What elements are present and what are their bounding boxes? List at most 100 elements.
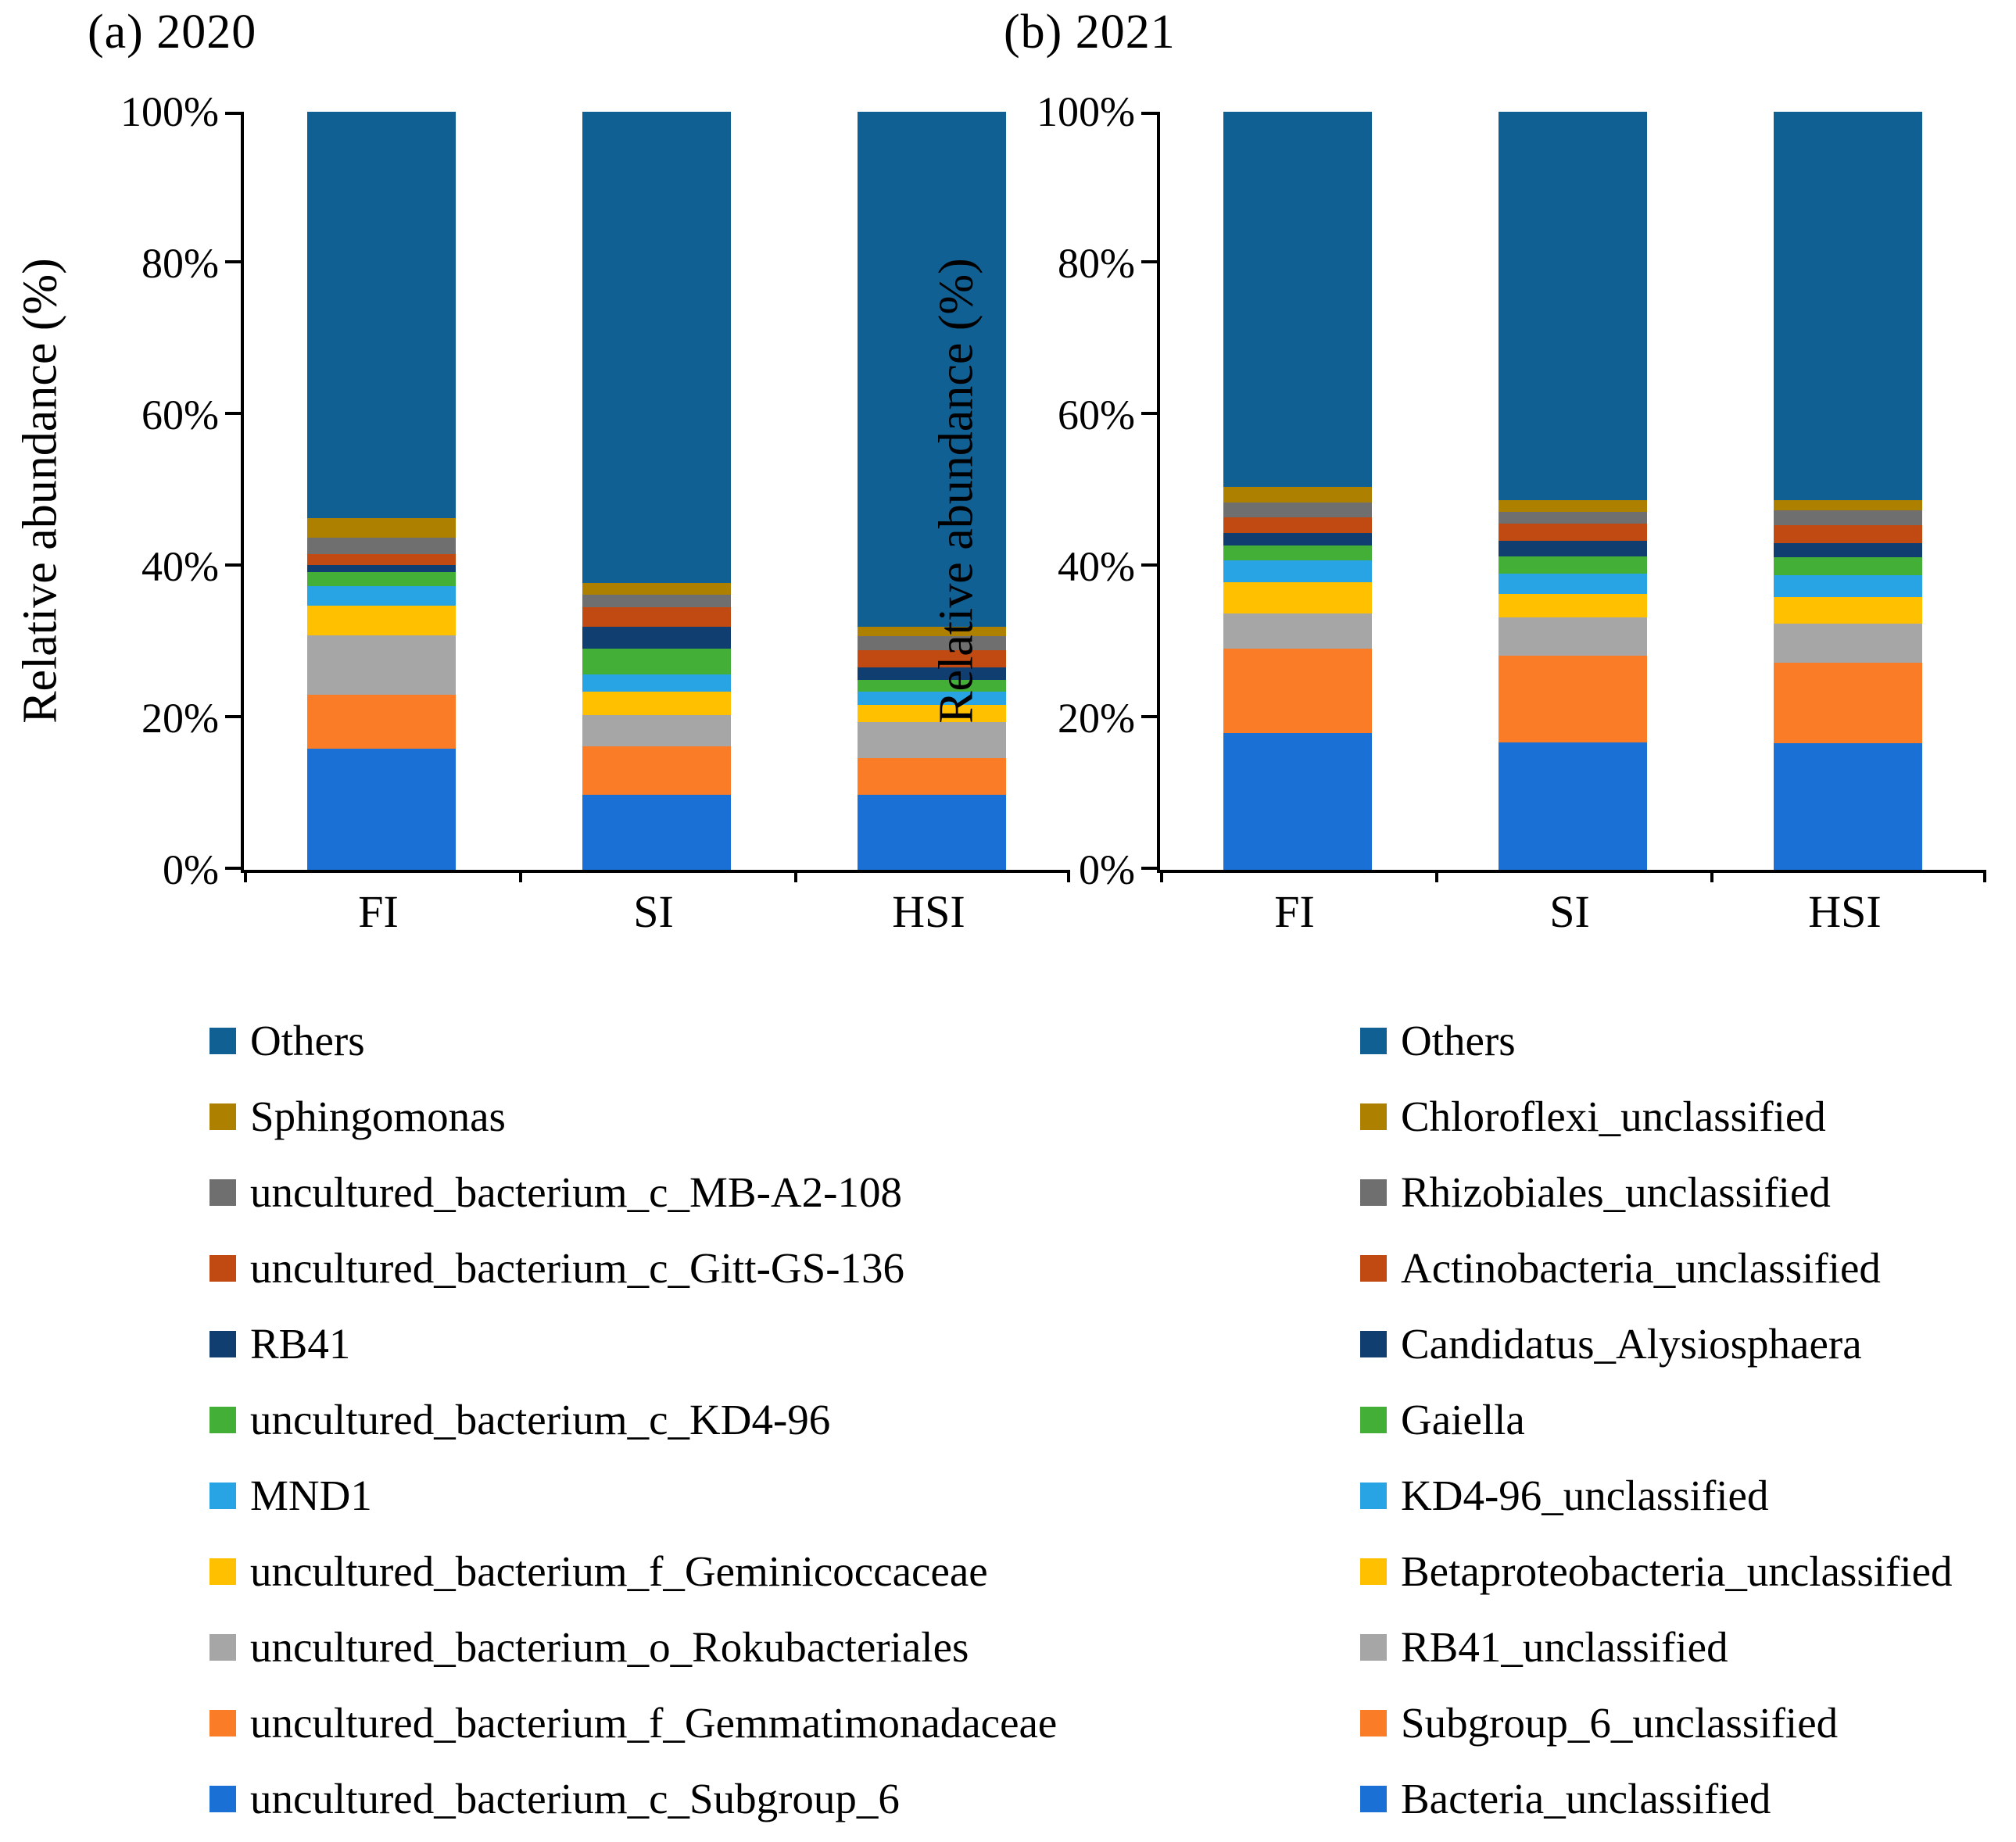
bar-segment xyxy=(1774,623,1922,663)
legend-label: uncultured_bacterium_o_Rokubacteriales xyxy=(250,1623,969,1671)
legend-label: Actinobacteria_unclassified xyxy=(1401,1244,1881,1292)
bar-segment xyxy=(1223,487,1372,503)
legend-swatch xyxy=(209,1330,236,1357)
bar-segment xyxy=(858,679,1006,692)
legend-item: Candidatus_Alysiosphaera xyxy=(1360,1306,1953,1382)
y-tick-label: 100% xyxy=(120,88,219,135)
bar-segment xyxy=(1223,517,1372,534)
legend-item: KD4-96_unclassified xyxy=(1360,1458,1953,1533)
y-tick-label: 40% xyxy=(141,543,219,590)
bar-segment xyxy=(1499,541,1647,557)
legend-label: RB41 xyxy=(250,1320,351,1368)
plot-area xyxy=(1141,112,1986,882)
legend-label: Subgroup_6_unclassified xyxy=(1401,1699,1839,1747)
y-axis-title-a: Relative abundance (%) xyxy=(13,258,67,724)
y-tick-label: 40% xyxy=(1058,543,1135,590)
y-tick-mark xyxy=(1141,412,1160,415)
legend-label: uncultured_bacterium_f_Gemmatimonadaceae xyxy=(250,1699,1058,1747)
legend-item: uncultured_bacterium_o_Rokubacteriales xyxy=(209,1609,1057,1685)
bar-segment xyxy=(858,758,1006,795)
bar-segment xyxy=(582,607,731,627)
legend-label: Bacteria_unclassified xyxy=(1401,1775,1771,1822)
y-tick-label: 60% xyxy=(141,392,219,438)
legend-label: RB41_unclassified xyxy=(1401,1623,1728,1671)
bar-segment xyxy=(858,649,1006,668)
y-tick-label: 20% xyxy=(141,695,219,742)
legend-item: Chloroflexi_unclassified xyxy=(1360,1078,1953,1154)
x-category-label: HSI xyxy=(1808,886,1882,937)
legend-swatch xyxy=(1360,1558,1387,1585)
legend-label: KD4-96_unclassified xyxy=(1401,1472,1769,1519)
bar-segment xyxy=(1499,556,1647,574)
legend-swatch xyxy=(209,1482,236,1509)
chart-panel-2021: (b) 2021 Relative abundance (%) 0% 20% 40%… xyxy=(916,0,2007,993)
bar-segment xyxy=(582,626,731,649)
bar-segment xyxy=(1223,733,1372,870)
bar-segment xyxy=(307,586,456,606)
bar-segment xyxy=(582,746,731,795)
y-tick-label: 80% xyxy=(1058,240,1135,287)
x-tick-mark xyxy=(1067,870,1070,882)
bar-stack-si xyxy=(1499,112,1647,870)
bar-segment xyxy=(1774,542,1922,558)
plot-area xyxy=(225,112,1070,882)
bar-segment xyxy=(858,626,1006,637)
bar-segment xyxy=(582,794,731,870)
y-tick-label: 100% xyxy=(1037,88,1135,135)
x-tick-mark xyxy=(1160,870,1163,882)
x-tick-mark xyxy=(1435,870,1438,882)
legend-item: Actinobacteria_unclassified xyxy=(1360,1230,1953,1306)
bar-segment xyxy=(307,606,456,636)
legend-swatch xyxy=(209,1709,236,1736)
legend-label: Gaiella xyxy=(1401,1396,1525,1443)
bar-segment xyxy=(1774,510,1922,525)
x-tick-mark xyxy=(794,870,797,882)
legend-item: RB41 xyxy=(209,1306,1057,1382)
bar-segment xyxy=(582,583,731,595)
x-category-label: FI xyxy=(1274,886,1315,937)
legend-item: Betaproteobacteria_unclassified xyxy=(1360,1533,1953,1609)
bar-segment xyxy=(1223,582,1372,614)
bar-segment xyxy=(582,715,731,746)
legend-swatch xyxy=(1360,1254,1387,1282)
y-tick-mark xyxy=(1141,715,1160,718)
bar-segment xyxy=(1499,617,1647,656)
y-axis-title-b: Relative abundance (%) xyxy=(929,258,983,724)
bar-segment xyxy=(582,594,731,608)
bar-segment xyxy=(307,565,456,572)
y-tick-mark xyxy=(1141,563,1160,567)
bar-segment xyxy=(858,721,1006,759)
legend-2020: Others Sphingomonas uncultured_bacterium_c… xyxy=(209,1003,1057,1837)
bar-segment xyxy=(858,667,1006,680)
bar-segment xyxy=(582,674,731,692)
bar-segment xyxy=(858,112,1006,627)
bar-segment xyxy=(1499,656,1647,743)
y-tick-mark xyxy=(225,412,244,415)
legend-label: Chloroflexi_unclassified xyxy=(1401,1093,1826,1140)
legend-item: RB41_unclassified xyxy=(1360,1609,1953,1685)
y-tick-mark xyxy=(225,867,244,870)
y-tick-mark xyxy=(1141,112,1160,115)
legend-swatch xyxy=(209,1254,236,1282)
y-tick-label: 60% xyxy=(1058,392,1135,438)
bar-segment xyxy=(1774,524,1922,543)
bar-segment xyxy=(1223,560,1372,583)
legend-item: MND1 xyxy=(209,1458,1057,1533)
bar-segment xyxy=(307,571,456,587)
bar-segment xyxy=(1499,573,1647,594)
y-tick-mark xyxy=(1141,260,1160,263)
chart-title-a: (a) 2020 xyxy=(88,5,257,59)
bar-segment xyxy=(307,112,456,518)
y-tick-label: 20% xyxy=(1058,695,1135,742)
x-tick-mark xyxy=(244,870,247,882)
legend-item: uncultured_bacterium_f_Geminicoccaceae xyxy=(209,1533,1057,1609)
bar-segment xyxy=(1774,112,1922,500)
legend-item: Others xyxy=(1360,1003,1953,1078)
y-tick-mark xyxy=(225,715,244,718)
legend-swatch xyxy=(209,1633,236,1661)
y-tick-label: 80% xyxy=(141,240,219,287)
y-tick-mark xyxy=(225,260,244,263)
chart-title-b: (b) 2021 xyxy=(1004,5,1176,59)
bar-segment xyxy=(858,636,1006,650)
